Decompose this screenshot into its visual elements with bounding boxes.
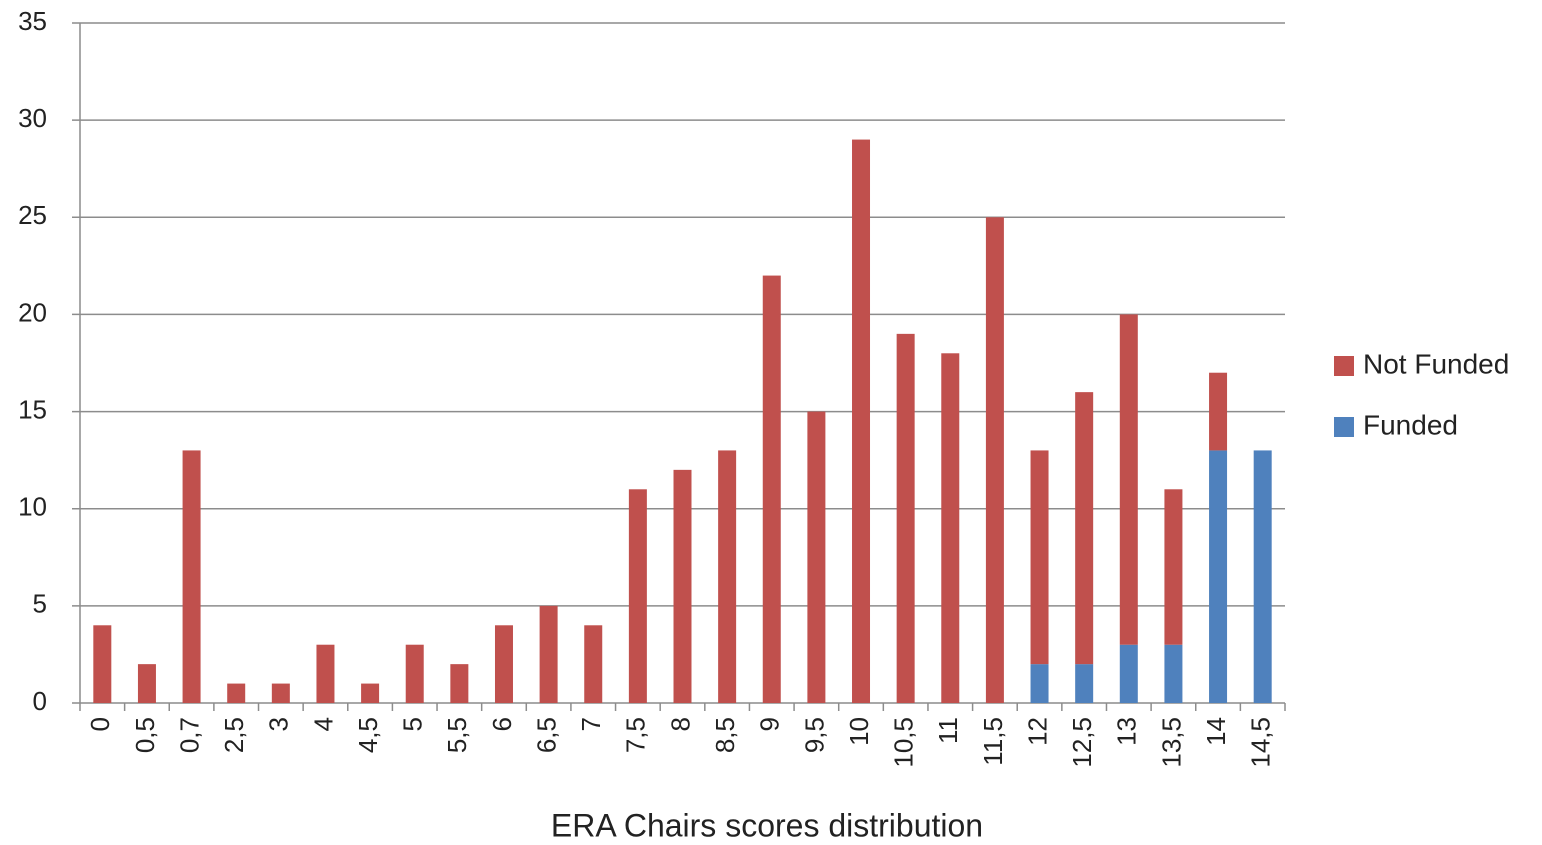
bar-segment [93,625,112,703]
y-tick-label: 20 [18,297,47,327]
bar-segment [941,353,960,703]
bar-segment [673,469,692,703]
x-tick-label: 4 [308,717,338,731]
x-tick-label: 11 [933,717,963,744]
legend-label: Funded [1363,409,1458,440]
x-tick-label: 6 [487,717,517,731]
y-tick-label: 0 [33,686,47,716]
bar-segment [718,450,737,703]
x-tick-label: 12 [1022,717,1052,746]
x-tick-label: 13,5 [1156,717,1186,768]
bar-segment [1030,664,1049,703]
x-tick-label: 3 [264,717,294,731]
x-tick-label: 10 [844,717,874,746]
x-tick-label: 13 [1112,717,1142,746]
y-tick-label: 15 [18,394,47,424]
x-tick-label: 6,5 [531,717,561,753]
x-tick-label: 4,5 [353,717,383,753]
x-tick-label: 14,5 [1246,717,1276,768]
bar-segment [1030,450,1049,665]
bar-segment [137,664,156,703]
bar-segment [1119,644,1138,703]
x-tick-label: 9 [755,717,785,731]
bar-segment [985,217,1004,704]
bar-segment [405,644,424,703]
bar-segment [1075,392,1094,665]
bar-segment [316,644,335,703]
x-tick-label: 0,7 [174,717,204,753]
x-axis-title: ERA Chairs scores distribution [551,807,983,843]
bar-segment [1119,314,1138,645]
x-tick-label: 11,5 [978,717,1008,766]
y-tick-label: 5 [33,589,47,619]
bar-segment [361,683,380,703]
y-tick-label: 35 [18,6,47,36]
bar-segment [584,625,603,703]
bar-segment [1253,450,1272,703]
x-tick-label: 2,5 [219,717,249,753]
legend-swatch [1334,417,1354,437]
bar-segment [1209,450,1228,703]
bar-segment [271,683,290,703]
bar-segment [182,450,201,703]
x-tick-label: 0 [85,717,115,731]
x-tick-label: 8,5 [710,717,740,753]
bar-segment [1164,489,1183,645]
x-tick-label: 8 [665,717,695,731]
x-tick-label: 14 [1201,717,1231,746]
bar-segment [896,333,915,703]
x-tick-label: 5,5 [442,717,472,753]
bar-segment [852,139,871,704]
bar-segment [1164,644,1183,703]
bar-segment [494,625,513,703]
bar-segment [450,664,469,703]
x-tick-label: 10,5 [889,717,919,768]
bar-segment [807,411,826,703]
y-tick-label: 25 [18,200,47,230]
x-tick-label: 7,5 [621,717,651,753]
x-tick-label: 5 [398,717,428,731]
x-tick-label: 12,5 [1067,717,1097,768]
bar-segment [539,605,558,703]
y-tick-label: 10 [18,492,47,522]
legend-swatch [1334,356,1354,376]
x-tick-label: 9,5 [799,717,829,753]
bar-segment [762,275,781,703]
x-tick-label: 0,5 [130,717,160,753]
x-tick-label: 7 [576,717,606,731]
bar-segment [227,683,246,703]
y-tick-label: 30 [18,103,47,133]
legend-label: Not Funded [1363,348,1509,379]
bar-segment [628,489,647,703]
bar-segment [1209,372,1228,451]
bar-segment [1075,664,1094,703]
